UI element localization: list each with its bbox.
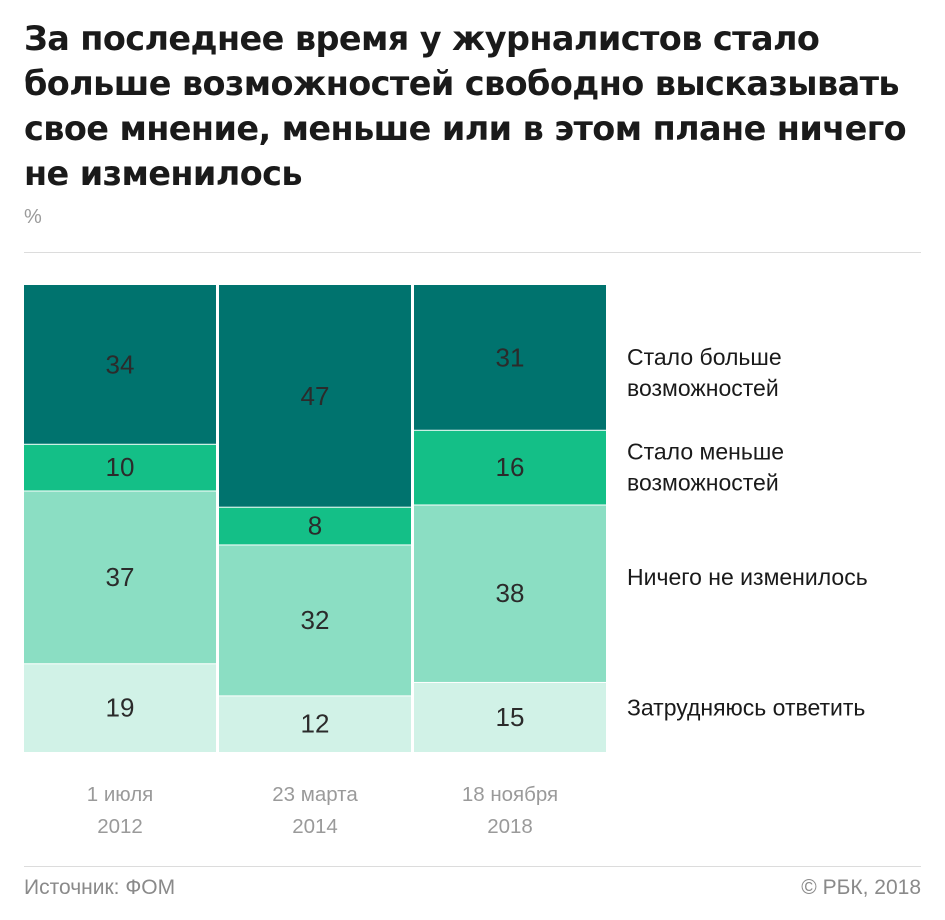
legend-label: возможностей xyxy=(627,470,779,496)
data-label: 37 xyxy=(106,562,135,592)
legend-label: Затрудняюсь ответить xyxy=(627,695,865,721)
data-label: 10 xyxy=(106,452,135,482)
data-label: 38 xyxy=(496,578,525,608)
data-label: 34 xyxy=(106,349,135,379)
bar-segment xyxy=(219,545,411,696)
bar-segment xyxy=(414,682,606,752)
data-label: 16 xyxy=(496,452,525,482)
data-label: 47 xyxy=(301,381,330,411)
bottom-divider xyxy=(24,866,921,867)
data-label: 12 xyxy=(301,709,330,739)
bar-segment xyxy=(24,491,216,664)
bar-segment xyxy=(24,664,216,752)
bar-segment xyxy=(219,285,411,507)
legend-label: Стало больше xyxy=(627,344,782,370)
category-label: 2014 xyxy=(292,815,338,838)
category-label: 1 июля xyxy=(87,783,154,806)
unit-label: % xyxy=(24,206,42,228)
bar-segment xyxy=(24,444,216,491)
bar-segment xyxy=(24,285,216,444)
legend-label: возможностей xyxy=(627,375,779,401)
top-divider xyxy=(24,252,921,253)
category-label: 2018 xyxy=(487,815,533,838)
source-note: Источник: ФОМ xyxy=(24,876,176,899)
copyright-note: © РБК, 2018 xyxy=(801,876,921,899)
data-label: 31 xyxy=(496,342,525,372)
bar-segment xyxy=(414,505,606,682)
bar-segment xyxy=(219,696,411,752)
data-label: 15 xyxy=(496,702,525,732)
category-label: 2012 xyxy=(97,815,143,838)
stacked-bar-chart: 34 10 37 19 1 июля 2012 47 8 32 12 23 марта 2014 31 1… xyxy=(24,285,868,838)
bar-segment xyxy=(414,430,606,505)
bar-segment xyxy=(414,285,606,430)
data-label: 32 xyxy=(301,605,330,635)
legend-label: Ничего не изменилось xyxy=(627,564,868,590)
legend-label: Стало меньше xyxy=(627,439,784,465)
bar-segment xyxy=(219,507,411,545)
chart-title: За последнее время у журналистов стало б… xyxy=(24,19,907,193)
category-label: 18 ноября xyxy=(462,783,558,806)
data-label: 19 xyxy=(106,693,135,723)
data-label: 8 xyxy=(308,511,322,541)
category-label: 23 марта xyxy=(272,783,358,806)
